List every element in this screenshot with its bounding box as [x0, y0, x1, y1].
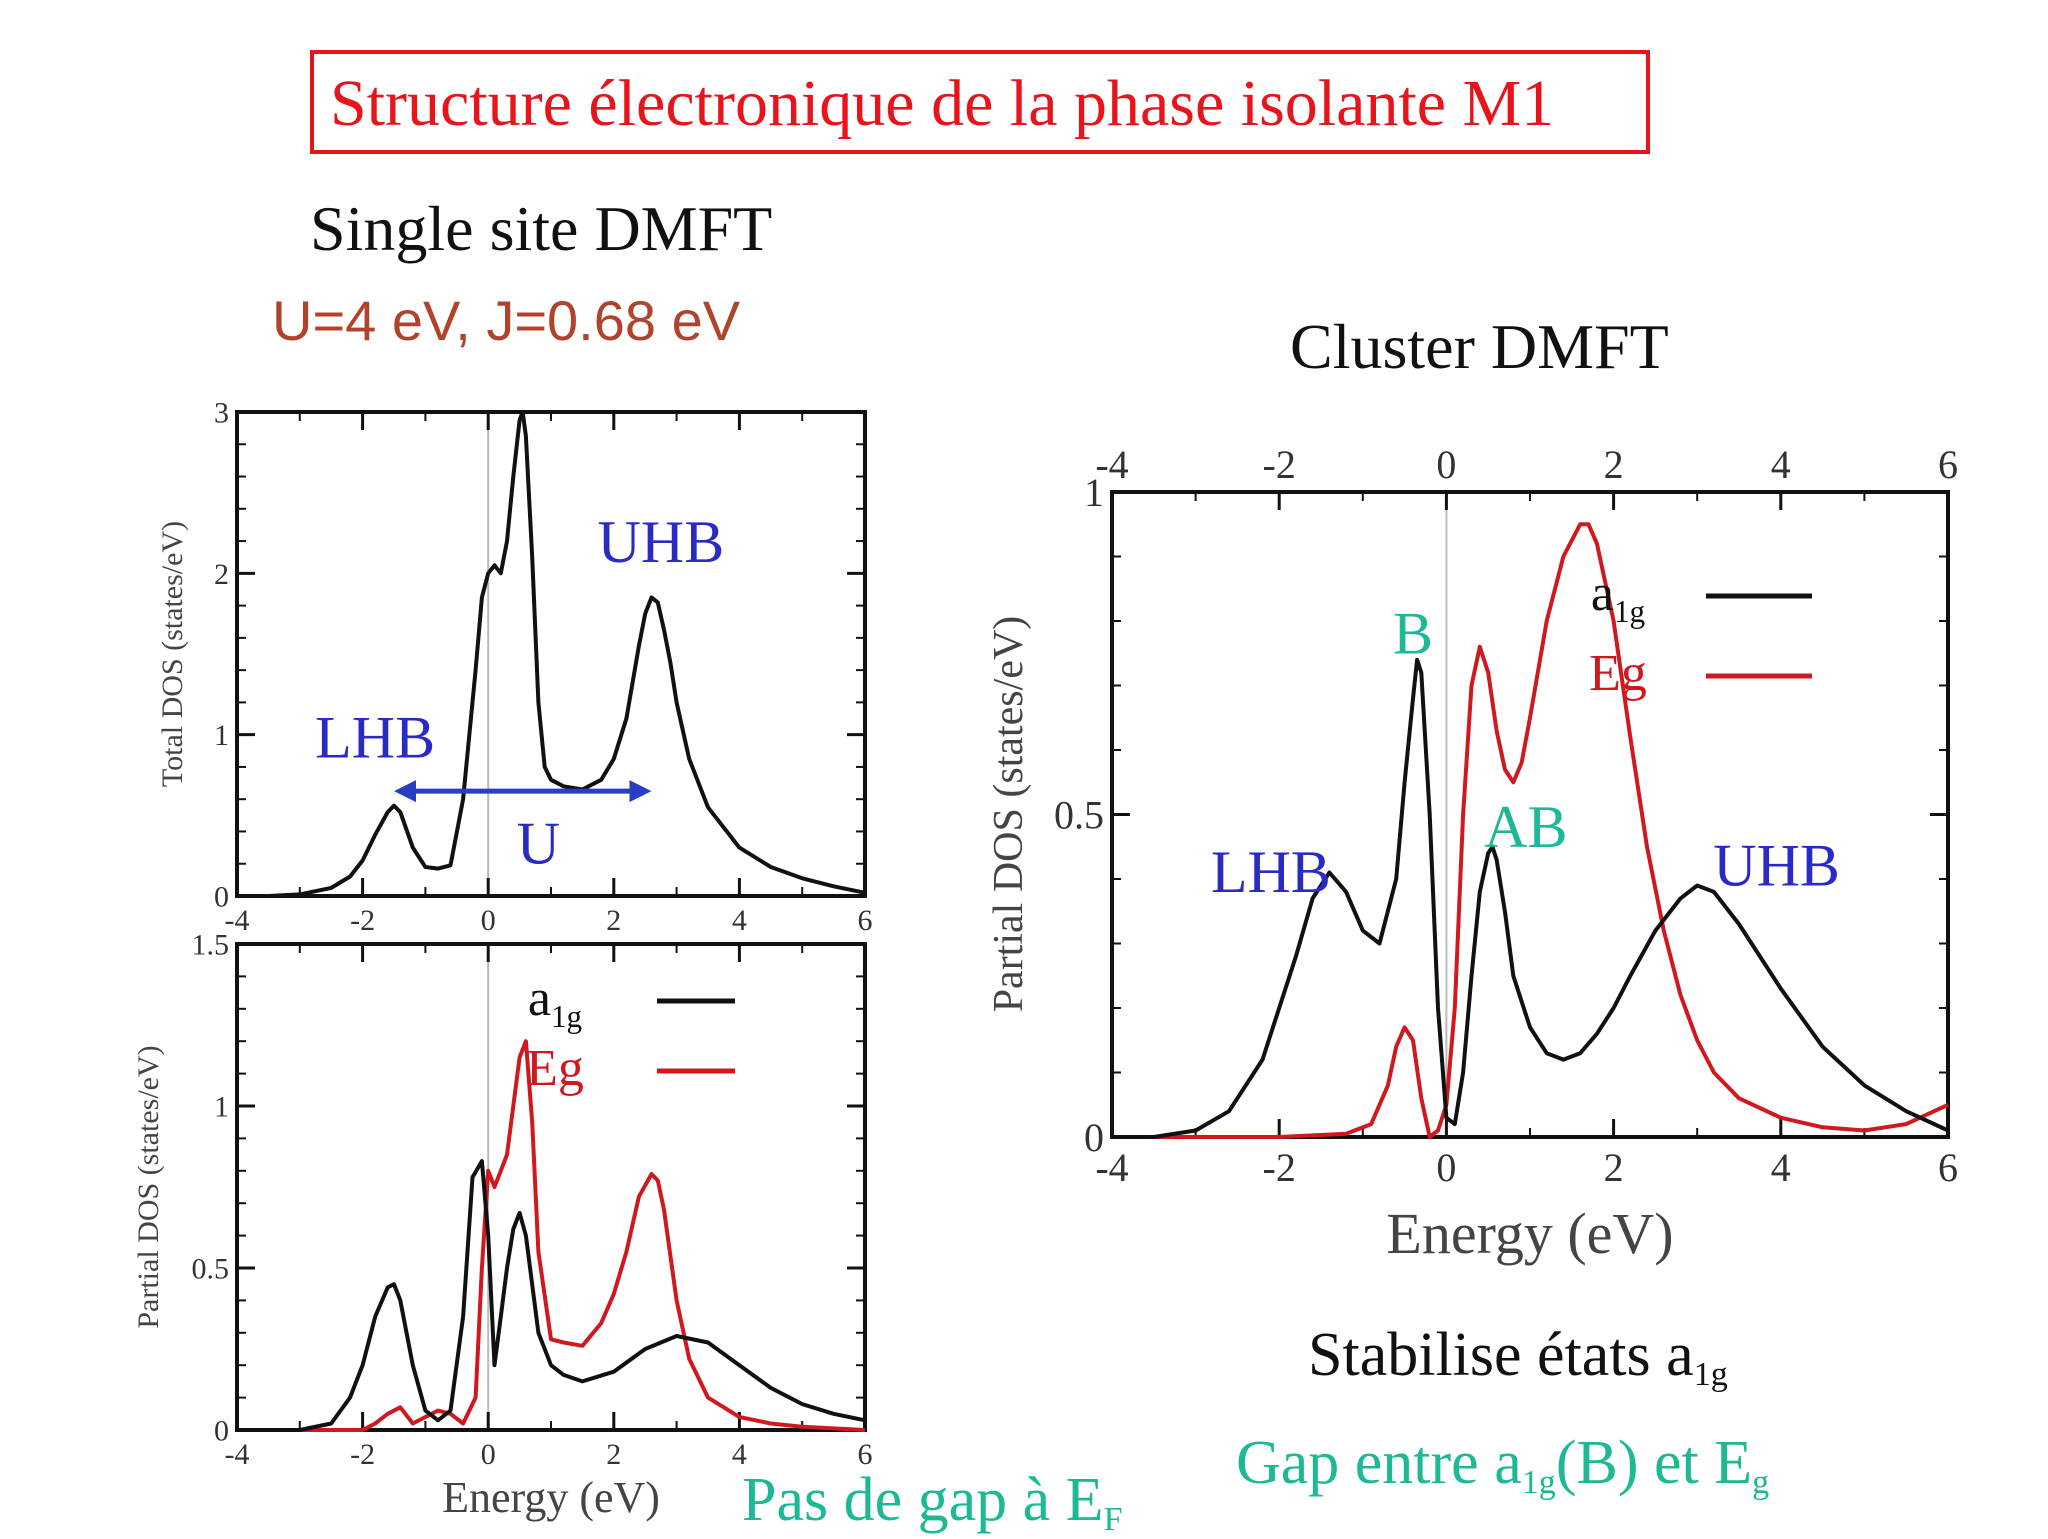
no-gap-note: Pas de gap à EF	[742, 1465, 1123, 1539]
y-tick-label: 0	[214, 881, 229, 914]
chart-total: -4 -2 0 2 4 6 0 1 2 3 Total DOS (states/eV) UHB LHB U	[156, 397, 873, 938]
gap-note-pre: Gap entre a	[1236, 1429, 1522, 1497]
y-tick-label: 1	[214, 719, 229, 752]
y-tick-label: 0	[214, 1415, 229, 1448]
x-tick-label: 0	[481, 904, 496, 937]
title-frame	[310, 50, 1650, 154]
series-line-a1g	[237, 1159, 866, 1432]
x-tick-label: -4	[1095, 1145, 1128, 1190]
cluster-title: Cluster DMFT	[1290, 311, 1669, 382]
y-tick-label: 0.5	[192, 1253, 230, 1286]
annotation-u: U	[517, 811, 560, 877]
series-line-a1g	[1112, 657, 1949, 1139]
y-axis-label: Partial DOS (states/eV)	[986, 616, 1032, 1013]
x-tick-label: 2	[606, 904, 621, 937]
stabilise-note-sub: 1g	[1693, 1356, 1728, 1394]
y-tick-label: 3	[214, 397, 229, 430]
x-tick-label: -4	[225, 904, 250, 937]
series-line-total	[237, 410, 866, 898]
series-line-Eg	[237, 1039, 866, 1432]
x-tick-label: 2	[606, 1438, 621, 1471]
x-tick-label: -2	[350, 1438, 375, 1471]
no-gap-note-sub: F	[1103, 1501, 1123, 1539]
annotation-lhb: LHB	[315, 704, 435, 770]
legend-label-a1g: a1g	[1591, 565, 1645, 629]
annotation-uhb: UHB	[598, 509, 725, 575]
x-tick-label: 4	[732, 904, 747, 937]
x-tick-label-top: 6	[1938, 442, 1958, 487]
gap-note-sub1: 1g	[1521, 1464, 1556, 1502]
x-axis-label: Energy (eV)	[1386, 1201, 1673, 1266]
chart-partial-single: -4 -2 0 2 4 6 0 0.5 1 1.5 Partial DOS (states/eV) E…	[132, 929, 873, 1523]
series-line-Eg	[1112, 522, 1949, 1139]
y-tick-label: 1	[214, 1091, 229, 1124]
page-title: Structure électronique de la phase isola…	[330, 67, 1555, 140]
y-tick-label: 2	[214, 558, 229, 591]
chart-partial-cluster: -4 -4 -2 -2 0 0 2 2 4 4 6 6 0 0.5 1 Partial DOS (states…	[986, 442, 1958, 1266]
x-tick-label: -2	[350, 904, 375, 937]
x-tick-label-top: 4	[1771, 442, 1791, 487]
x-tick-label: 6	[858, 904, 873, 937]
x-tick-label: 0	[481, 1438, 496, 1471]
legend-label-sub: 1g	[551, 999, 582, 1034]
x-tick-label-top: 2	[1604, 442, 1624, 487]
annotation-lhb: LHB	[1211, 839, 1331, 905]
x-axis-label: Energy (eV)	[442, 1473, 660, 1522]
x-tick-label: 4	[1771, 1145, 1791, 1190]
u-arrow-head-right	[629, 780, 652, 803]
annotation-uhb: UHB	[1713, 832, 1840, 898]
x-tick-label: 6	[858, 1438, 873, 1471]
gap-note-sub2: g	[1752, 1464, 1770, 1502]
gap-note-mid: (B) et E	[1555, 1429, 1753, 1497]
legend-label-sub: 1g	[1614, 594, 1645, 629]
y-tick-label: 1.5	[192, 929, 230, 962]
x-tick-label-top: -2	[1263, 442, 1296, 487]
y-axis-label: Partial DOS (states/eV)	[132, 1045, 165, 1328]
y-axis-label: Total DOS (states/eV)	[156, 521, 189, 787]
single-site-params: U=4 eV, J=0.68 eV	[272, 289, 741, 352]
annotation-ab: AB	[1484, 794, 1567, 860]
no-gap-note-text: Pas de gap à E	[742, 1466, 1104, 1534]
x-tick-label: 0	[1436, 1145, 1456, 1190]
u-arrow-head-left	[394, 780, 416, 803]
y-tick-label: 1	[1084, 470, 1104, 515]
x-tick-label: 4	[732, 1438, 747, 1471]
stabilise-note: Stabilise états a1g	[1308, 1320, 1728, 1394]
y-tick-label: 0	[1084, 1115, 1104, 1160]
x-tick-label: -2	[1263, 1145, 1296, 1190]
legend-label-Eg: Eg	[526, 1040, 584, 1097]
single-site-title: Single site DMFT	[310, 193, 773, 264]
stabilise-note-text: Stabilise états a	[1308, 1321, 1694, 1389]
x-tick-label: 2	[1604, 1145, 1624, 1190]
gap-note: Gap entre a1g(B) et Eg	[1236, 1428, 1769, 1502]
legend-label-a1g: a1g	[528, 970, 582, 1034]
y-tick-label: 0.5	[1054, 793, 1104, 838]
x-tick-label-top: -4	[1095, 442, 1128, 487]
x-tick-label: -4	[225, 1438, 250, 1471]
x-tick-label-top: 0	[1436, 442, 1456, 487]
x-tick-label: 6	[1938, 1145, 1958, 1190]
legend-label-Eg: Eg	[1589, 645, 1647, 702]
annotation-b: B	[1393, 600, 1433, 666]
